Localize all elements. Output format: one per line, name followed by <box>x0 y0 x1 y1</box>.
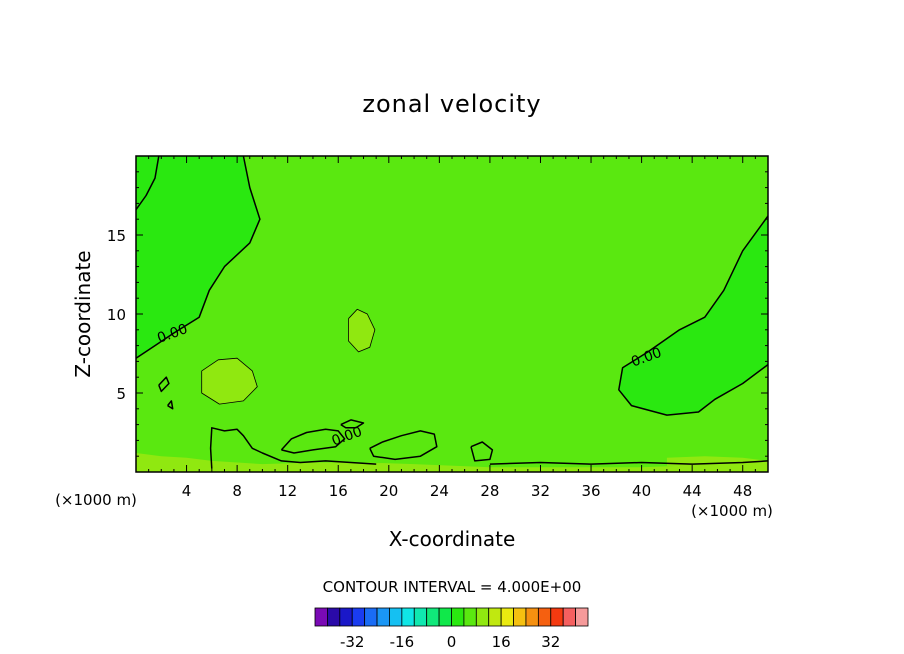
x-axis: 4 8 12 16 20 24 28 32 36 40 44 48 <box>148 156 756 500</box>
colorbar-swatch <box>451 607 465 627</box>
contour-line <box>280 428 346 454</box>
colorbar-tick-label: 16 <box>492 633 511 651</box>
colorbar-swatch <box>575 607 589 627</box>
colorbar-swatch <box>401 607 415 627</box>
x-tick-label: 20 <box>379 482 398 500</box>
x-tick-label: 32 <box>531 482 550 500</box>
colorbar-swatch <box>562 607 576 627</box>
x-tick-label: 40 <box>632 482 651 500</box>
colorbar-swatch <box>463 607 477 627</box>
x-tick-label: 8 <box>232 482 242 500</box>
region-upper-left <box>136 156 260 359</box>
colorbar-tick-label: -32 <box>340 633 365 651</box>
y-tick-label: 15 <box>107 227 126 245</box>
colorbar-tick-label: 32 <box>541 633 560 651</box>
contour-line <box>158 376 170 393</box>
contour-line <box>347 308 376 353</box>
contour-line <box>618 215 769 416</box>
contour-line <box>489 460 769 465</box>
colorbar-swatch <box>327 607 341 627</box>
colorbar-swatch <box>488 607 502 627</box>
colorbar-swatch <box>413 607 428 627</box>
x-tick-label: 48 <box>733 482 752 500</box>
colorbar-swatch <box>314 607 328 627</box>
x-tick-label: 12 <box>278 482 297 500</box>
contour-line <box>201 357 258 405</box>
contour-interval-text: CONTOUR INTERVAL = 4.000E+00 <box>323 578 582 596</box>
contour-line <box>340 419 365 429</box>
colorbar-swatch <box>426 607 440 627</box>
x-tick-label: 16 <box>329 482 348 500</box>
colorbar-swatch <box>438 607 452 627</box>
region-blob-mid <box>348 309 375 352</box>
y-axis-label: Z-coordinate <box>71 250 95 377</box>
x-units-left: (×1000 m) <box>55 491 137 509</box>
x-tick-label: 24 <box>430 482 449 500</box>
contour-line <box>369 430 438 461</box>
colorbar-swatch <box>339 607 353 627</box>
y-axis: 5 10 15 <box>107 171 768 457</box>
colorbar-tick-label: 0 <box>447 633 457 651</box>
contour-line <box>167 400 174 410</box>
colorbar-swatch <box>364 607 378 627</box>
x-tick-label: 28 <box>480 482 499 500</box>
colorbar-swatch <box>475 607 490 627</box>
colorbar-swatch <box>537 607 552 627</box>
chart-title: zonal velocity <box>362 90 541 118</box>
colorbar-swatch <box>376 607 390 627</box>
y-tick-label: 10 <box>107 306 126 324</box>
contour-line <box>135 155 261 359</box>
x-units-right: (×1000 m) <box>691 502 773 520</box>
region-blob-left <box>201 358 258 405</box>
colorbar-swatch <box>351 607 366 627</box>
colorbar: -32 -16 0 16 32 <box>314 607 589 651</box>
colorbar-tick-label: -16 <box>390 633 415 651</box>
x-axis-label: X-coordinate <box>389 527 516 551</box>
colorbar-swatch <box>389 607 403 627</box>
contour-lines <box>135 155 769 469</box>
contour-line <box>209 427 377 469</box>
y-tick-label: 5 <box>116 385 126 403</box>
plot-area <box>136 156 768 472</box>
region-right <box>618 216 768 416</box>
x-tick-label: 44 <box>683 482 702 500</box>
x-tick-label: 4 <box>182 482 192 500</box>
contour-line <box>135 155 160 211</box>
contour-line <box>470 441 494 462</box>
colorbar-swatch <box>500 607 514 627</box>
colorbar-swatch <box>550 607 564 627</box>
region-bottom-strip <box>136 453 768 472</box>
x-tick-label: 36 <box>581 482 600 500</box>
colorbar-swatch <box>525 607 539 627</box>
colorbar-swatch <box>513 607 527 627</box>
